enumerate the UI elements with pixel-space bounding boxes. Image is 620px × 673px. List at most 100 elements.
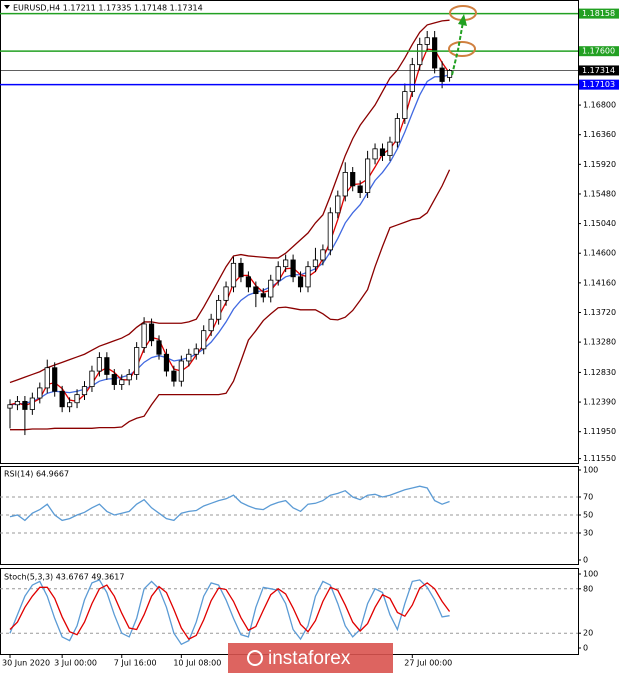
- y-tick-label: 80: [583, 584, 593, 593]
- price-label: 1.17314: [582, 66, 615, 75]
- candle-body: [29, 397, 35, 410]
- candle-body: [81, 386, 88, 396]
- y-tick-label: 50: [583, 511, 593, 520]
- candle-body: [350, 172, 356, 187]
- watermark-icon: [247, 650, 263, 666]
- candle-body: [409, 64, 415, 92]
- candle-body: [305, 266, 311, 288]
- price-label: 1.18158: [582, 9, 615, 18]
- indicator-line: [10, 169, 451, 431]
- candle-body: [37, 387, 43, 399]
- x-tick-label: 30 Jun 2020: [2, 659, 50, 668]
- candle-body: [432, 37, 438, 69]
- candle-body: [156, 340, 162, 355]
- y-tick-label: 0: [583, 644, 588, 653]
- candle-body: [96, 357, 102, 372]
- candle-body: [230, 262, 237, 288]
- y-tick-label: 1.16800: [583, 101, 616, 110]
- candle-body: [104, 357, 110, 375]
- candle-body: [372, 148, 378, 160]
- y-tick-label: 1.13280: [583, 338, 616, 347]
- candle-body: [215, 299, 222, 320]
- candle-body: [387, 141, 393, 156]
- candle-body: [223, 286, 229, 301]
- indicator-line: [9, 579, 450, 646]
- target-ellipse: [448, 41, 476, 57]
- y-tick-label: 1.14160: [583, 278, 616, 287]
- candle-body: [74, 394, 80, 404]
- indicator-line: [9, 19, 450, 384]
- candle-body: [357, 185, 363, 194]
- y-tick-label: 1.16360: [583, 130, 616, 139]
- candle-body: [402, 91, 408, 119]
- candle-body: [260, 293, 266, 298]
- y-tick-label: 70: [583, 493, 593, 502]
- candle-body: [44, 367, 50, 389]
- price-label-box: [579, 79, 619, 90]
- candle-body: [297, 276, 304, 288]
- forecast-arrow: [451, 21, 464, 76]
- candle-body: [238, 262, 244, 278]
- indicator-line: [9, 485, 450, 522]
- candle-body: [14, 400, 21, 406]
- y-tick-label: 20: [583, 629, 593, 638]
- watermark: instaforex: [268, 648, 351, 669]
- candle-body: [327, 212, 333, 251]
- price-label-box: [579, 46, 619, 57]
- candle-body: [424, 37, 430, 45]
- y-tick-label: 30: [583, 529, 593, 538]
- candle-body: [59, 390, 65, 408]
- y-tick-label: 1.12390: [583, 398, 616, 407]
- candle-body: [171, 370, 177, 382]
- y-tick-label: 1.15040: [583, 219, 616, 228]
- candle-body: [134, 347, 140, 375]
- candle-body: [193, 348, 199, 355]
- price-label: 1.17103: [582, 80, 615, 89]
- candle-body: [417, 44, 423, 66]
- candle-body: [335, 195, 341, 214]
- candle-body: [111, 374, 117, 385]
- candle-body: [7, 404, 13, 409]
- candle-body: [245, 276, 251, 288]
- stoch-title: Stoch(5,3,3) 43.6767 49.3617: [4, 573, 124, 582]
- price-label: 1.17600: [582, 47, 615, 56]
- candle-body: [89, 370, 95, 387]
- plot: 1.16800 1.16360 1.15920 1.15480 1.15040 1.146…: [0, 8, 619, 668]
- candle-body: [312, 259, 319, 268]
- watermark-box: [228, 643, 393, 673]
- candle-body: [208, 318, 214, 332]
- y-tick-label: 1.11950: [583, 427, 616, 436]
- price-label-box: [579, 65, 619, 76]
- indicator-line: [9, 582, 451, 640]
- candle-body: [22, 400, 28, 410]
- y-tick-label: 100: [583, 570, 598, 579]
- candle-body: [439, 67, 445, 82]
- x-tick-label: 27 Jul 00:00: [404, 659, 452, 668]
- candle-body: [253, 286, 259, 295]
- candle-body: [67, 402, 73, 408]
- candle-body: [342, 172, 348, 197]
- x-tick-label: 3 Jul 00:00: [54, 659, 97, 668]
- rsi-title: RSI(14) 64.9667: [4, 470, 69, 479]
- candle-body: [290, 259, 296, 278]
- y-tick-label: 1.15480: [583, 189, 616, 198]
- y-tick-label: 0: [583, 556, 588, 565]
- arrow-head: [458, 14, 467, 26]
- candle-body: [379, 148, 386, 156]
- candle-body: [446, 70, 453, 78]
- candle-body: [126, 374, 132, 381]
- candle-body: [119, 379, 125, 385]
- y-tick-label: 1.11550: [583, 454, 616, 463]
- y-tick-label: 1.13720: [583, 308, 616, 317]
- y-tick-label: 1.12830: [583, 368, 616, 377]
- chart-title: EURUSD,H4 1.17211 1.17335 1.17148 1.1731…: [13, 4, 203, 13]
- candle-body: [201, 330, 207, 350]
- candle-body: [283, 259, 289, 268]
- x-tick-label: 10 Jul 08:00: [173, 659, 221, 668]
- candle-body: [275, 266, 281, 281]
- y-tick-label: 100: [583, 466, 598, 475]
- candle-body: [394, 118, 401, 143]
- candle-body: [148, 323, 155, 342]
